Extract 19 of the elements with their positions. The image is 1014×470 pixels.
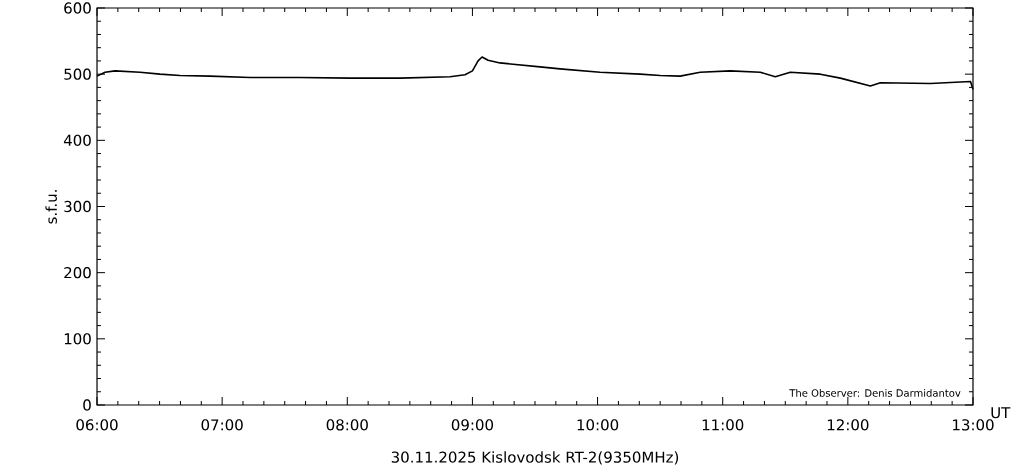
x-tick-label: 10:00 [577, 419, 619, 431]
x-tick-label: 09:00 [451, 419, 494, 431]
y-axis-title: s.f.u. [45, 190, 57, 224]
y-tick-label: 500 [64, 68, 91, 80]
y-tick-label: 100 [64, 333, 91, 345]
y-tick-label: 0 [83, 399, 91, 411]
y-tick-label: 200 [64, 266, 91, 279]
y-tick-label: 600 [64, 2, 91, 14]
y-tick-label: 300 [64, 200, 91, 213]
x-tick-label: 13:00 [953, 419, 994, 431]
x-tick-label: 12:00 [827, 419, 869, 431]
x-tick-label: 07:00 [201, 419, 243, 431]
x-tick-label: 11:00 [702, 419, 744, 431]
text: 30.11.2025 Kislovodsk RT-2(9350MHz) [391, 451, 679, 465]
y-tick-label: 400 [63, 134, 91, 147]
annotation: The Observer: Denis Darmidantov [789, 389, 961, 397]
x-tick-label: 06:00 [76, 419, 118, 431]
x-axis-title: UT [991, 407, 1011, 419]
x-tick-label: 08:00 [326, 419, 368, 431]
